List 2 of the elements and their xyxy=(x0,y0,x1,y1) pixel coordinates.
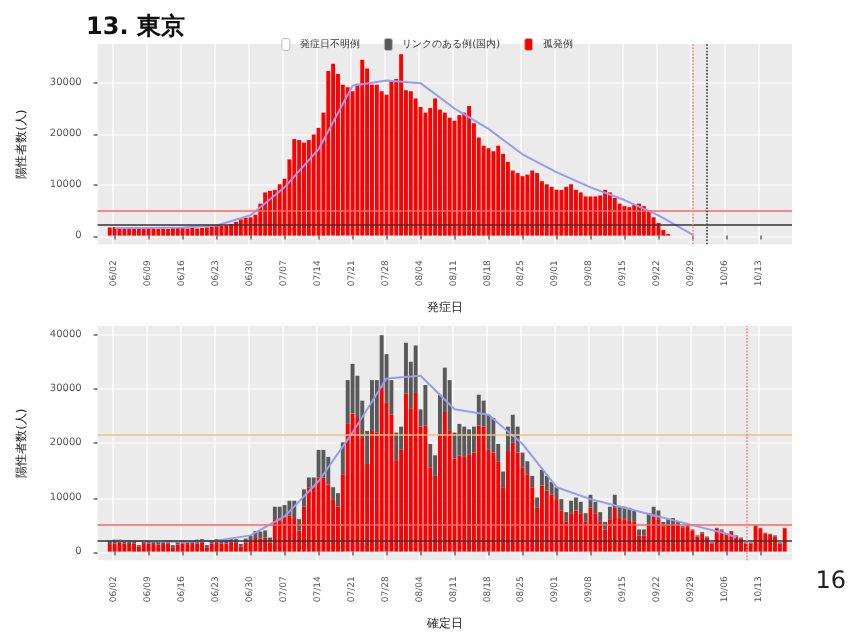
chart-title: 13. 東京 xyxy=(86,12,185,40)
text: 16 xyxy=(815,566,847,594)
